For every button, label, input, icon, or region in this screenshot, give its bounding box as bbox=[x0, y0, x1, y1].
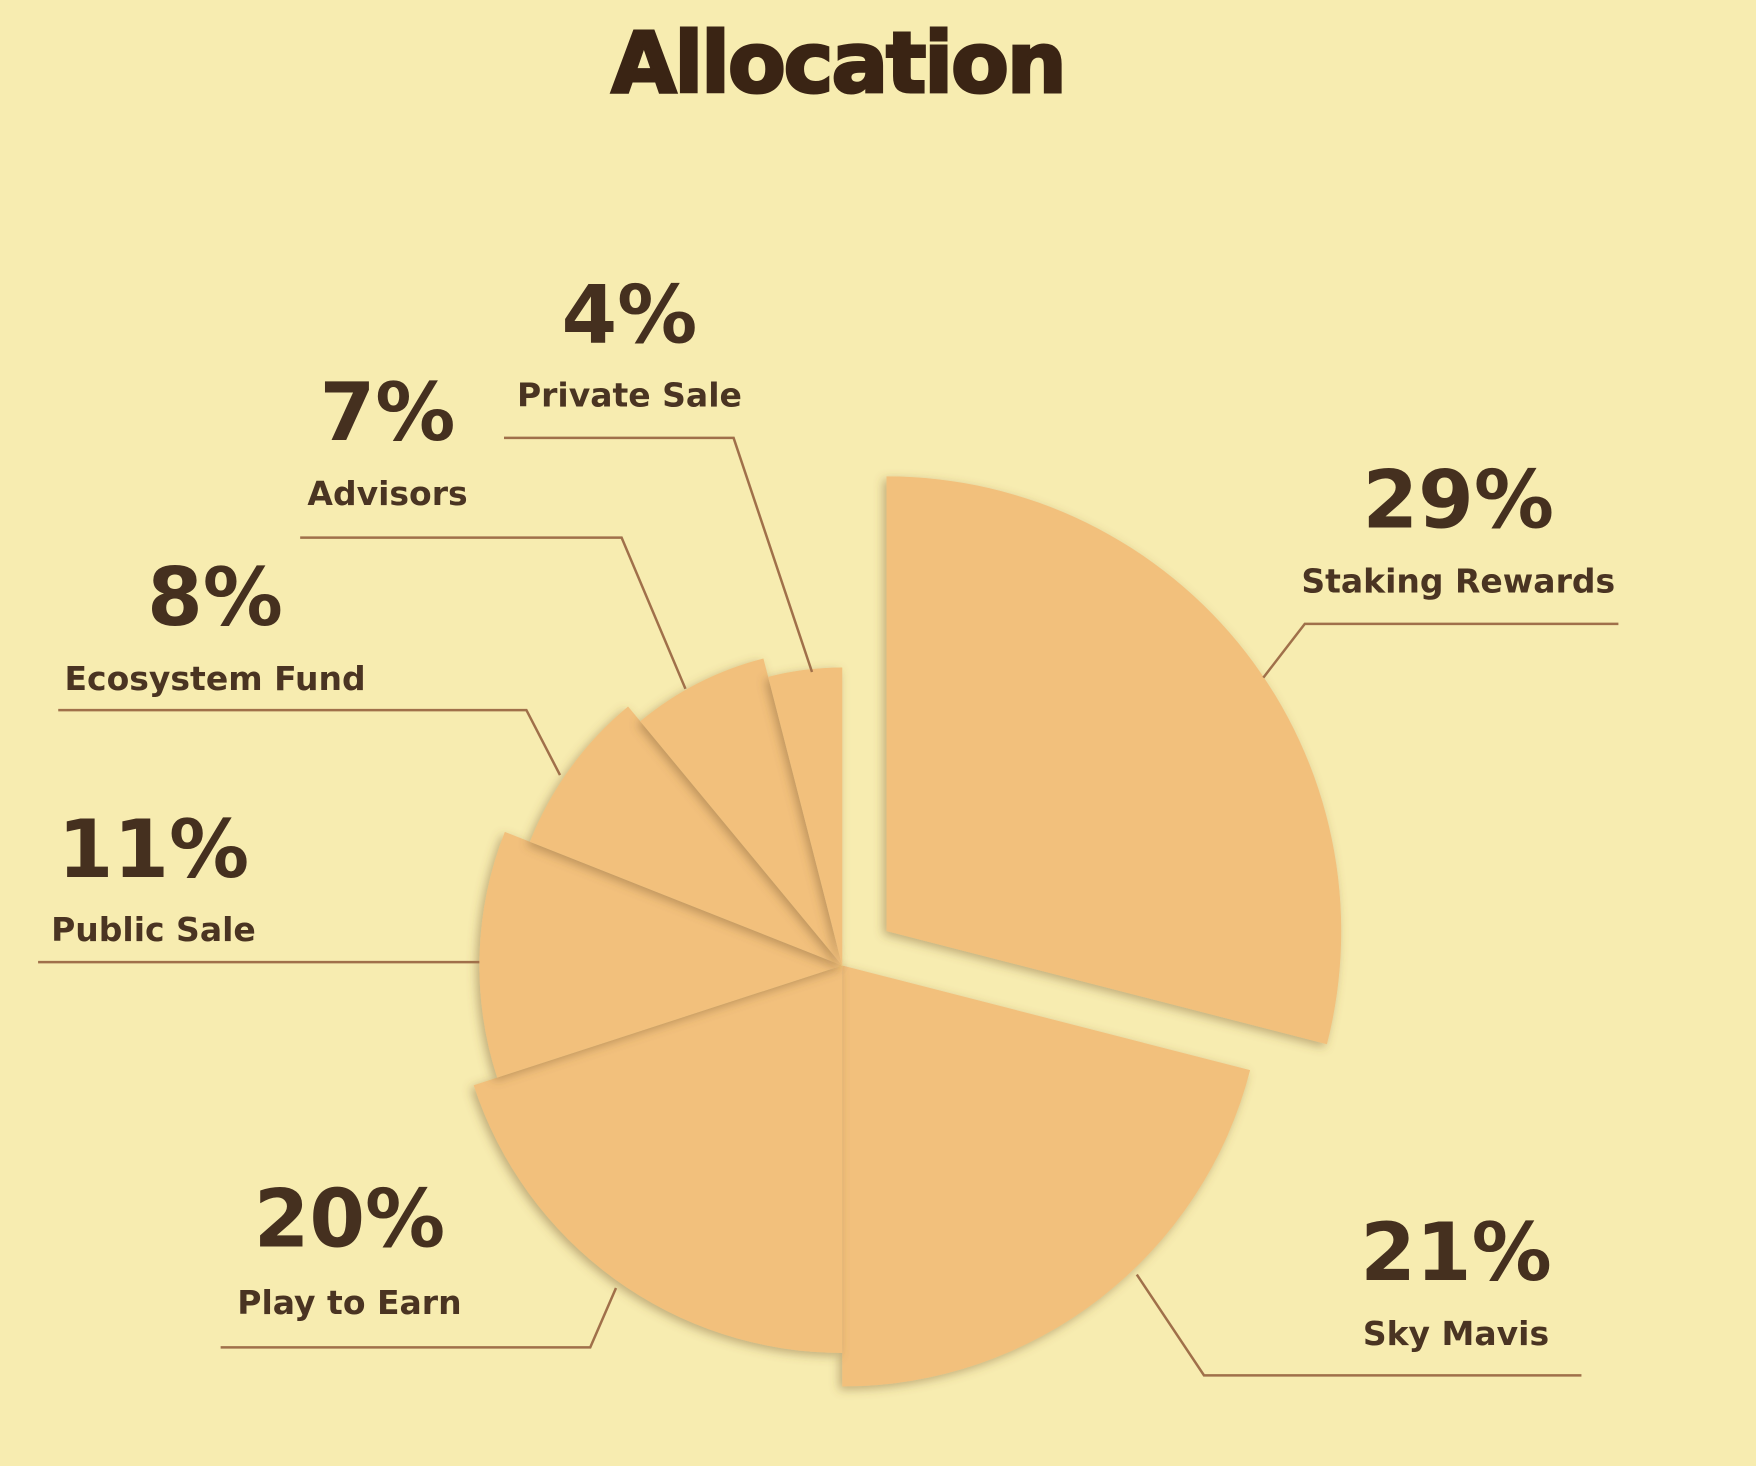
data-label-percent: 8% bbox=[147, 551, 283, 644]
pie-slice-staking-rewards bbox=[886, 476, 1342, 1045]
pie-slice-public-sale bbox=[479, 831, 843, 1078]
leader-line bbox=[1262, 622, 1619, 679]
data-label-percent: 7% bbox=[320, 366, 456, 459]
leader-line bbox=[1135, 1273, 1582, 1377]
leader-line bbox=[300, 536, 687, 690]
pie-slice-ecosystem-fund bbox=[529, 706, 843, 966]
data-label-percent: 11% bbox=[58, 803, 249, 896]
slice-label: Private Sale bbox=[517, 376, 742, 415]
pie-slice-advisors bbox=[640, 658, 843, 966]
slice-label: Ecosystem Fund bbox=[64, 659, 365, 698]
pie-slice-sky-mavis bbox=[842, 965, 1251, 1387]
data-label-percent: 20% bbox=[254, 1173, 445, 1266]
data-label-percent: 21% bbox=[1360, 1206, 1551, 1299]
slice-label: Public Sale bbox=[51, 910, 256, 949]
data-label-percent: 29% bbox=[1362, 454, 1553, 547]
leader-line bbox=[58, 708, 562, 776]
pie-slice-private-sale bbox=[768, 667, 843, 966]
slice-label: Play to Earn bbox=[237, 1283, 461, 1322]
slice-label: Staking Rewards bbox=[1301, 561, 1615, 600]
pie-slice-play-to-earn bbox=[473, 965, 843, 1353]
leader-line bbox=[504, 436, 814, 673]
slice-label: Advisors bbox=[307, 474, 467, 513]
leader-line bbox=[220, 1287, 618, 1349]
data-label-percent: 4% bbox=[562, 269, 698, 362]
chart-title: Allocation bbox=[610, 13, 1068, 114]
slice-label: Sky Mavis bbox=[1363, 1314, 1549, 1353]
